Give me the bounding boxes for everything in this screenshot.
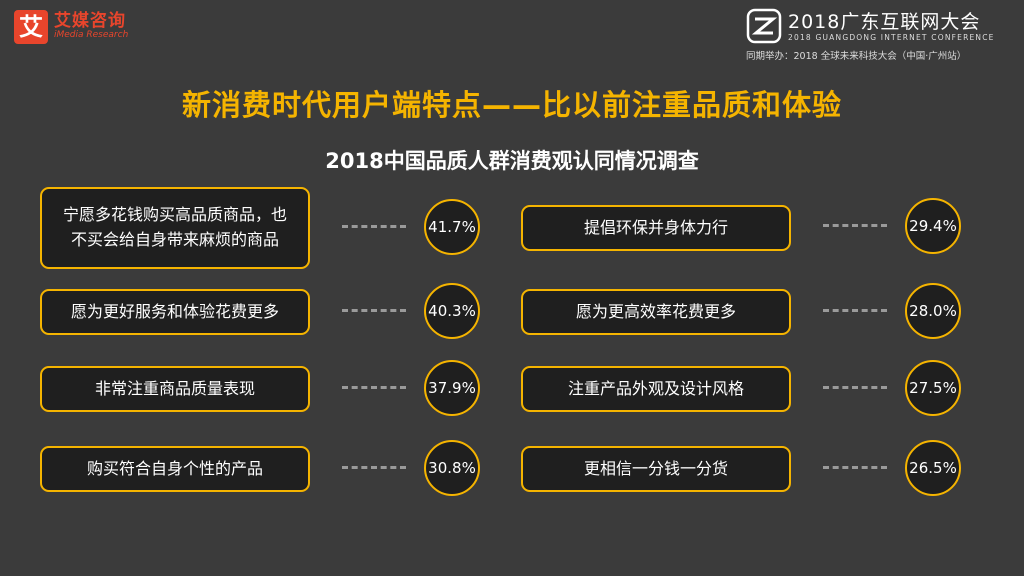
conference-title: 2018广东互联网大会	[788, 10, 981, 33]
left-item-4-connector	[342, 466, 406, 469]
right-item-4-value: 26.5%	[905, 440, 961, 496]
conference-emblem-icon	[746, 8, 782, 44]
survey-title: 2018中国品质人群消费观认同情况调查	[325, 149, 699, 173]
imedia-logo-mark: 艾	[14, 10, 48, 44]
right-item-2-value: 28.0%	[905, 283, 961, 339]
left-item-2-value: 40.3%	[424, 283, 480, 339]
conference-title-english: 2018 GUANGDONG INTERNET CONFERENCE	[788, 32, 995, 42]
left-item-4-label: 购买符合自身个性的产品	[40, 446, 310, 492]
imedia-logo: 艾 艾媒咨询 iMedia Research	[14, 10, 128, 44]
left-item-3-label: 非常注重商品质量表现	[40, 366, 310, 412]
right-item-4-label: 更相信一分钱一分货	[521, 446, 791, 492]
left-item-1-connector	[342, 225, 406, 228]
left-item-3-connector	[342, 386, 406, 389]
right-item-3-label: 注重产品外观及设计风格	[521, 366, 791, 412]
right-item-3-value: 27.5%	[905, 360, 961, 416]
right-item-3-connector	[823, 386, 887, 389]
page-title: 新消费时代用户端特点——比以前注重品质和体验	[181, 88, 842, 122]
right-item-4-connector	[823, 466, 887, 469]
conference-co-host: 同期举办：2018 全球未来科技大会（中国·广州站）	[746, 51, 967, 62]
left-item-1-value: 41.7%	[424, 199, 480, 255]
right-item-1-value: 29.4%	[905, 198, 961, 254]
left-item-2-label: 愿为更好服务和体验花费更多	[40, 289, 310, 335]
left-item-3-value: 37.9%	[424, 360, 480, 416]
right-item-1-label: 提倡环保并身体力行	[521, 205, 791, 251]
left-item-4-value: 30.8%	[424, 440, 480, 496]
left-item-1-label: 宁愿多花钱购买高品质商品，也不买会给自身带来麻烦的商品	[40, 187, 310, 269]
conference-logo: 2018广东互联网大会 2018 GUANGDONG INTERNET CONF…	[746, 8, 1002, 62]
imedia-logo-name: 艾媒咨询	[54, 11, 126, 32]
right-item-2-label: 愿为更高效率花费更多	[521, 289, 791, 335]
imedia-logo-english: iMedia Research	[54, 30, 129, 41]
left-item-2-connector	[342, 309, 406, 312]
right-item-2-connector	[823, 309, 887, 312]
right-item-1-connector	[823, 224, 887, 227]
